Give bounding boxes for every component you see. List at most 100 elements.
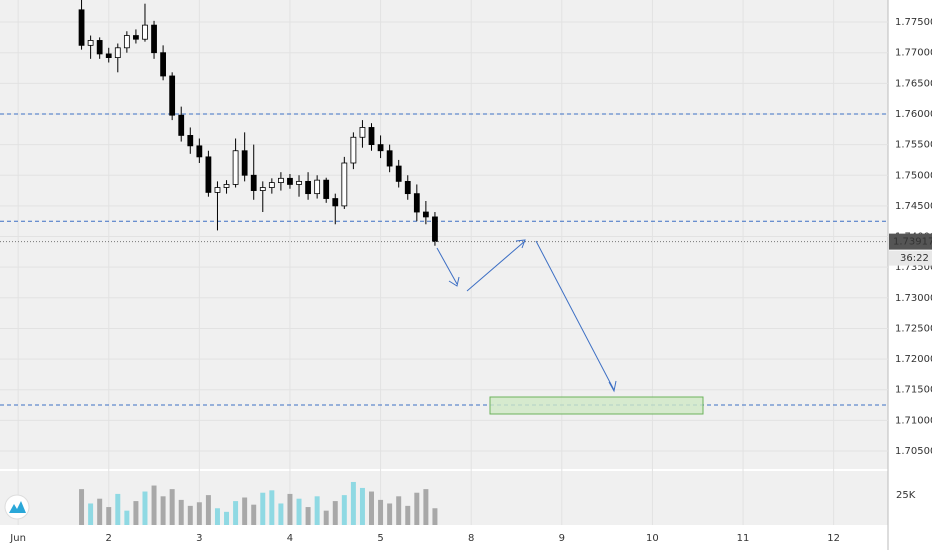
candle-body <box>350 136 357 164</box>
labels: 1.70500 1.71000 1.71500 1.72000 1.72500 1.730… <box>9 17 932 544</box>
volume-bar <box>142 491 148 525</box>
volume-bar <box>414 492 420 525</box>
candle-body <box>114 47 121 59</box>
y-tick-label: 1.74500 <box>895 201 932 212</box>
candle-body <box>341 162 348 207</box>
candle-body <box>151 24 157 54</box>
candle-body <box>359 127 366 138</box>
volume-bar <box>88 503 94 525</box>
volume-bar <box>287 493 293 525</box>
candle-body <box>178 114 185 136</box>
candle-body <box>78 9 85 46</box>
price-axis-background <box>888 0 932 550</box>
candle-body <box>296 180 302 185</box>
candle-body <box>432 216 438 242</box>
y-tick-label: 1.73000 <box>895 293 932 304</box>
x-tick-label: 5 <box>377 533 383 544</box>
price-label-box <box>889 233 932 250</box>
plot-background <box>0 0 888 525</box>
candle-body <box>241 150 248 176</box>
grid <box>0 0 888 525</box>
candle-body <box>205 156 212 193</box>
candle-body <box>133 35 139 40</box>
candle-body <box>395 165 402 182</box>
y-tick-label: 1.76000 <box>895 109 932 120</box>
candle-body <box>214 187 221 193</box>
volume-bar <box>242 497 248 525</box>
volume-bar <box>224 511 230 525</box>
volume-bar <box>387 503 393 525</box>
x-tick-label: 3 <box>196 533 202 544</box>
volume-bar <box>187 505 193 525</box>
volume-bar <box>269 490 275 525</box>
candle-body <box>96 40 103 55</box>
arrow-head <box>515 239 526 249</box>
candle-body <box>87 40 94 46</box>
y-tick-label: 1.72000 <box>895 354 932 365</box>
y-tick-label: 1.75500 <box>895 140 932 151</box>
candle-body <box>305 180 311 195</box>
marks <box>0 0 888 525</box>
candle-body <box>187 135 194 147</box>
volume-bar <box>115 493 121 525</box>
volume-bar <box>233 501 239 525</box>
volume-bar <box>169 489 175 525</box>
arrow-line <box>436 247 458 285</box>
y-tick-label: 1.77000 <box>895 48 932 59</box>
candle-body <box>404 180 411 195</box>
volume-bar <box>97 498 103 525</box>
candle-body <box>377 144 384 152</box>
candle-body <box>259 187 266 191</box>
volume-bar <box>214 508 220 525</box>
volume-bar <box>205 495 211 525</box>
candle-body <box>268 182 275 188</box>
candle-body <box>160 52 166 77</box>
y-tick-label: 1.75000 <box>895 170 932 181</box>
volume-bar <box>106 507 112 525</box>
y2-tick-label: 25K <box>896 490 916 501</box>
candle-body <box>278 177 284 184</box>
volume-bar <box>278 503 284 525</box>
y-tick-label: 1.77500 <box>895 17 932 28</box>
volume-bar <box>405 505 411 525</box>
x-tick-label: 10 <box>646 533 659 544</box>
x-tick-label: Jun <box>9 533 26 544</box>
candle-body <box>422 211 429 218</box>
volume-bar <box>160 496 166 525</box>
volume-bar <box>124 510 130 525</box>
y-tick-label: 1.71000 <box>895 415 932 426</box>
current-price-label: 1.73917 <box>893 237 932 248</box>
candle-body <box>105 53 112 59</box>
candle-body <box>314 179 321 195</box>
y-tick-label: 1.76500 <box>895 78 932 89</box>
logo-circle <box>4 494 30 520</box>
y-tick-label: 1.70500 <box>895 446 932 457</box>
candle-body <box>223 184 230 188</box>
candle-body <box>123 35 130 49</box>
volume-bar <box>396 496 402 525</box>
time-axis-background <box>0 525 888 550</box>
y-tick-label: 1.72500 <box>895 323 932 334</box>
volume-bar <box>151 485 157 525</box>
arrow-head <box>608 380 617 393</box>
candle-body <box>413 193 420 213</box>
candle-body <box>323 179 330 199</box>
volume-bar <box>359 487 365 525</box>
candle-body <box>196 145 203 158</box>
countdown-box <box>889 250 932 266</box>
volume-bar <box>369 491 375 525</box>
x-tick-label: 8 <box>468 533 474 544</box>
arrow-line <box>466 240 526 292</box>
x-tick-label: 4 <box>287 533 293 544</box>
candle-body <box>386 150 393 167</box>
arrow-line <box>535 240 615 391</box>
y-tick-label: 1.71500 <box>895 385 932 396</box>
volume-bar <box>332 501 338 525</box>
target-zone <box>489 396 704 415</box>
volume-bar <box>305 507 311 525</box>
volume-bar <box>350 481 356 525</box>
projection <box>436 239 617 393</box>
volume-bar <box>314 496 320 525</box>
countdown-label: 36:22 <box>900 253 929 264</box>
